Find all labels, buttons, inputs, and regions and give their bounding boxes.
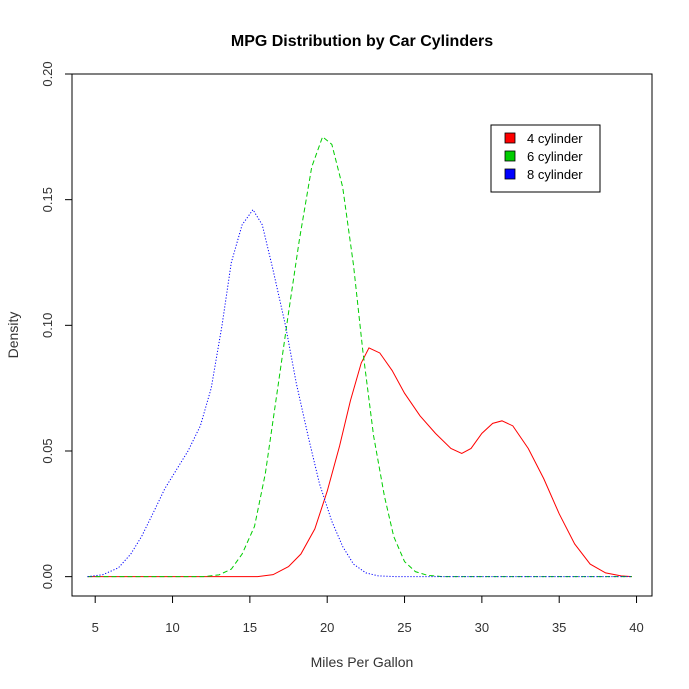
y-axis-label: Density [5,312,21,359]
series-line-1 [87,347,632,578]
x-axis-label: Miles Per Gallon [311,654,414,670]
x-tick-label: 15 [243,620,257,635]
y-tick-label: 0.20 [40,61,55,86]
legend-swatch [504,150,516,162]
y-axis: 0.00 0.05 0.10 0.15 0.20 [40,61,73,589]
x-tick-label: 40 [629,620,643,635]
legend-swatch [504,132,516,144]
chart-title: MPG Distribution by Car Cylinders [231,33,493,50]
x-tick-label: 25 [397,620,411,635]
x-tick-label: 20 [320,620,334,635]
y-tick-label: 0.05 [40,438,55,463]
x-tick-label: 10 [165,620,179,635]
series-layer [87,135,632,578]
series-line-3 [87,208,632,578]
legend: 4 cylinder 6 cylinder 8 cylinder [490,124,601,193]
x-tick-label: 5 [92,620,99,635]
x-axis: 5 10 15 20 25 30 35 40 [92,595,644,635]
legend-label: 4 cylinder [527,131,583,146]
legend-label: 8 cylinder [527,167,583,182]
y-tick-label: 0.15 [40,187,55,212]
y-tick-label: 0.00 [40,564,55,589]
legend-label: 6 cylinder [527,149,583,164]
legend-swatch [504,168,516,180]
y-tick-label: 0.10 [40,313,55,338]
series-line-2 [87,135,632,578]
x-tick-label: 35 [552,620,566,635]
x-tick-label: 30 [475,620,489,635]
